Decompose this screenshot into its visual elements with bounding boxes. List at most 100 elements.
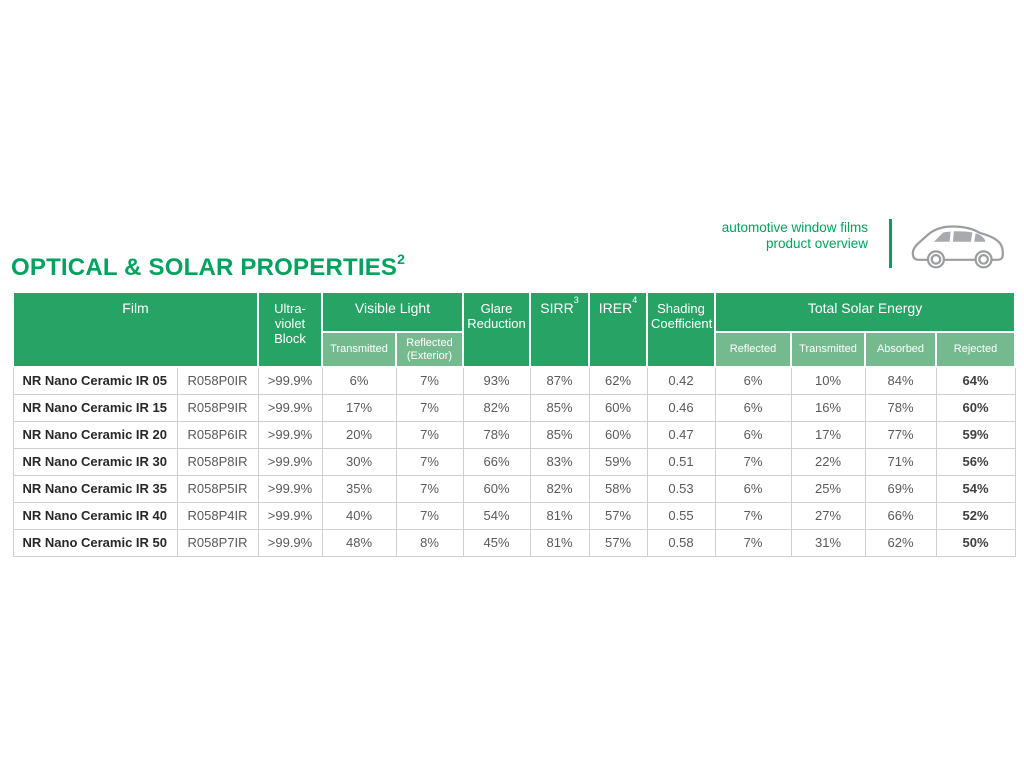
shading-coefficient-cell: 0.51 xyxy=(646,447,716,476)
film-name-cell: NR Nano Ceramic IR 50 xyxy=(12,528,178,557)
sirr-cell: 82% xyxy=(529,474,590,503)
film-code-cell: R058P5IR xyxy=(176,474,259,503)
vl-transmitted-cell: 35% xyxy=(321,474,397,503)
film-code-cell: R058P4IR xyxy=(176,501,259,530)
header-irer-text: IRER xyxy=(598,300,633,316)
uv-block-cell: >99.9% xyxy=(257,366,323,395)
shading-coefficient-cell: 0.55 xyxy=(646,501,716,530)
tse-reflected-cell: 7% xyxy=(714,447,792,476)
uv-block-cell: >99.9% xyxy=(257,528,323,557)
vl-transmitted-cell: 48% xyxy=(321,528,397,557)
uv-block-cell: >99.9% xyxy=(257,393,323,422)
tse-reflected-cell: 6% xyxy=(714,420,792,449)
table-row: NR Nano Ceramic IR 30 R058P8IR >99.9% 30% 7%… xyxy=(12,447,1016,476)
divider xyxy=(889,219,892,268)
tse-rejected-cell: 50% xyxy=(935,528,1016,557)
header-tse-reflected: Reflected xyxy=(714,331,792,368)
header-sub-row: Transmitted Reflected (Exterior) Reflect… xyxy=(13,331,1017,368)
uv-block-cell: >99.9% xyxy=(257,501,323,530)
film-code-cell: R058P0IR xyxy=(176,366,259,395)
sirr-cell: 87% xyxy=(529,366,590,395)
tse-reflected-cell: 7% xyxy=(714,501,792,530)
vl-reflected-cell: 7% xyxy=(395,501,464,530)
glare-reduction-cell: 60% xyxy=(462,474,531,503)
brand-line-1: automotive window films xyxy=(721,220,868,235)
tse-rejected-cell: 60% xyxy=(935,393,1016,422)
shading-coefficient-cell: 0.58 xyxy=(646,528,716,557)
glare-reduction-cell: 54% xyxy=(462,501,531,530)
tse-rejected-cell: 59% xyxy=(935,420,1016,449)
tse-rejected-cell: 56% xyxy=(935,447,1016,476)
header-tse-absorbed: Absorbed xyxy=(864,331,937,368)
irer-cell: 58% xyxy=(588,474,648,503)
table-header: Film Ultra-violet Block Visible Light Gl… xyxy=(12,291,1017,368)
film-code-cell: R058P8IR xyxy=(176,447,259,476)
header-visible-light: Visible Light xyxy=(321,291,464,333)
tse-rejected-cell: 54% xyxy=(935,474,1016,503)
tse-rejected-cell: 52% xyxy=(935,501,1016,530)
sirr-cell: 85% xyxy=(529,393,590,422)
header-total-solar-energy: Total Solar Energy xyxy=(713,291,1017,333)
page-title-text: OPTICAL & SOLAR PROPERTIES xyxy=(11,254,398,281)
film-name-cell: NR Nano Ceramic IR 20 xyxy=(12,420,178,449)
header-tse-transmitted: Transmitted xyxy=(790,331,866,368)
sirr-cell: 85% xyxy=(529,420,590,449)
tse-transmitted-cell: 17% xyxy=(790,420,866,449)
film-code-cell: R058P7IR xyxy=(176,528,259,557)
glare-reduction-cell: 82% xyxy=(462,393,531,422)
glare-reduction-cell: 45% xyxy=(462,528,531,557)
irer-cell: 59% xyxy=(588,447,648,476)
header-glare-reduction: Glare Reduction xyxy=(462,291,531,368)
tse-reflected-cell: 7% xyxy=(714,528,792,557)
tse-absorbed-cell: 78% xyxy=(864,393,937,422)
tse-transmitted-cell: 25% xyxy=(790,474,866,503)
tse-absorbed-cell: 66% xyxy=(864,501,937,530)
vl-reflected-cell: 7% xyxy=(395,420,464,449)
uv-block-cell: >99.9% xyxy=(257,420,323,449)
tse-absorbed-cell: 62% xyxy=(864,528,937,557)
tse-rejected-cell: 64% xyxy=(935,366,1016,395)
table-body: NR Nano Ceramic IR 05 R058P0IR >99.9% 6% 7% 9… xyxy=(12,366,1016,557)
header-uv-block: Ultra-violet Block xyxy=(257,291,323,368)
vl-reflected-cell: 8% xyxy=(395,528,464,557)
table-row: NR Nano Ceramic IR 40 R058P4IR >99.9% 40% 7%… xyxy=(12,501,1016,530)
vl-reflected-cell: 7% xyxy=(395,447,464,476)
brand-line-2: product overview xyxy=(765,236,868,251)
shading-coefficient-cell: 0.47 xyxy=(646,420,716,449)
glare-reduction-cell: 78% xyxy=(462,420,531,449)
tse-absorbed-cell: 71% xyxy=(864,447,937,476)
tse-transmitted-cell: 10% xyxy=(790,366,866,395)
header-irer-superscript: 4 xyxy=(632,295,638,306)
vl-transmitted-cell: 20% xyxy=(321,420,397,449)
vl-reflected-cell: 7% xyxy=(395,393,464,422)
vl-transmitted-cell: 40% xyxy=(321,501,397,530)
irer-cell: 60% xyxy=(588,420,648,449)
film-name-cell: NR Nano Ceramic IR 15 xyxy=(12,393,178,422)
vl-transmitted-cell: 17% xyxy=(321,393,397,422)
header-shading-coefficient: Shading Coefficient xyxy=(646,291,716,368)
properties-table: Film Ultra-violet Block Visible Light Gl… xyxy=(12,291,1017,557)
table-row: NR Nano Ceramic IR 35 R058P5IR >99.9% 35% 7%… xyxy=(12,474,1016,503)
film-name-cell: NR Nano Ceramic IR 05 xyxy=(12,366,178,395)
vl-transmitted-cell: 30% xyxy=(321,447,397,476)
shading-coefficient-cell: 0.42 xyxy=(646,366,716,395)
film-name-cell: NR Nano Ceramic IR 35 xyxy=(12,474,178,503)
irer-cell: 57% xyxy=(588,528,648,557)
glare-reduction-cell: 93% xyxy=(462,366,531,395)
table-row: NR Nano Ceramic IR 15 R058P9IR >99.9% 17% 7%… xyxy=(12,393,1016,422)
page-title-superscript: 2 xyxy=(397,251,406,267)
header-vl-transmitted: Transmitted xyxy=(321,331,397,368)
tse-transmitted-cell: 16% xyxy=(790,393,866,422)
irer-cell: 57% xyxy=(588,501,648,530)
tse-absorbed-cell: 69% xyxy=(864,474,937,503)
glare-reduction-cell: 66% xyxy=(462,447,531,476)
tse-transmitted-cell: 31% xyxy=(790,528,866,557)
sirr-cell: 83% xyxy=(529,447,590,476)
tse-reflected-cell: 6% xyxy=(714,366,792,395)
table-row: NR Nano Ceramic IR 50 R058P7IR >99.9% 48% 8%… xyxy=(12,528,1016,557)
film-code-cell: R058P9IR xyxy=(176,393,259,422)
film-code-cell: R058P6IR xyxy=(176,420,259,449)
film-name-cell: NR Nano Ceramic IR 40 xyxy=(12,501,178,530)
vl-reflected-cell: 7% xyxy=(395,474,464,503)
